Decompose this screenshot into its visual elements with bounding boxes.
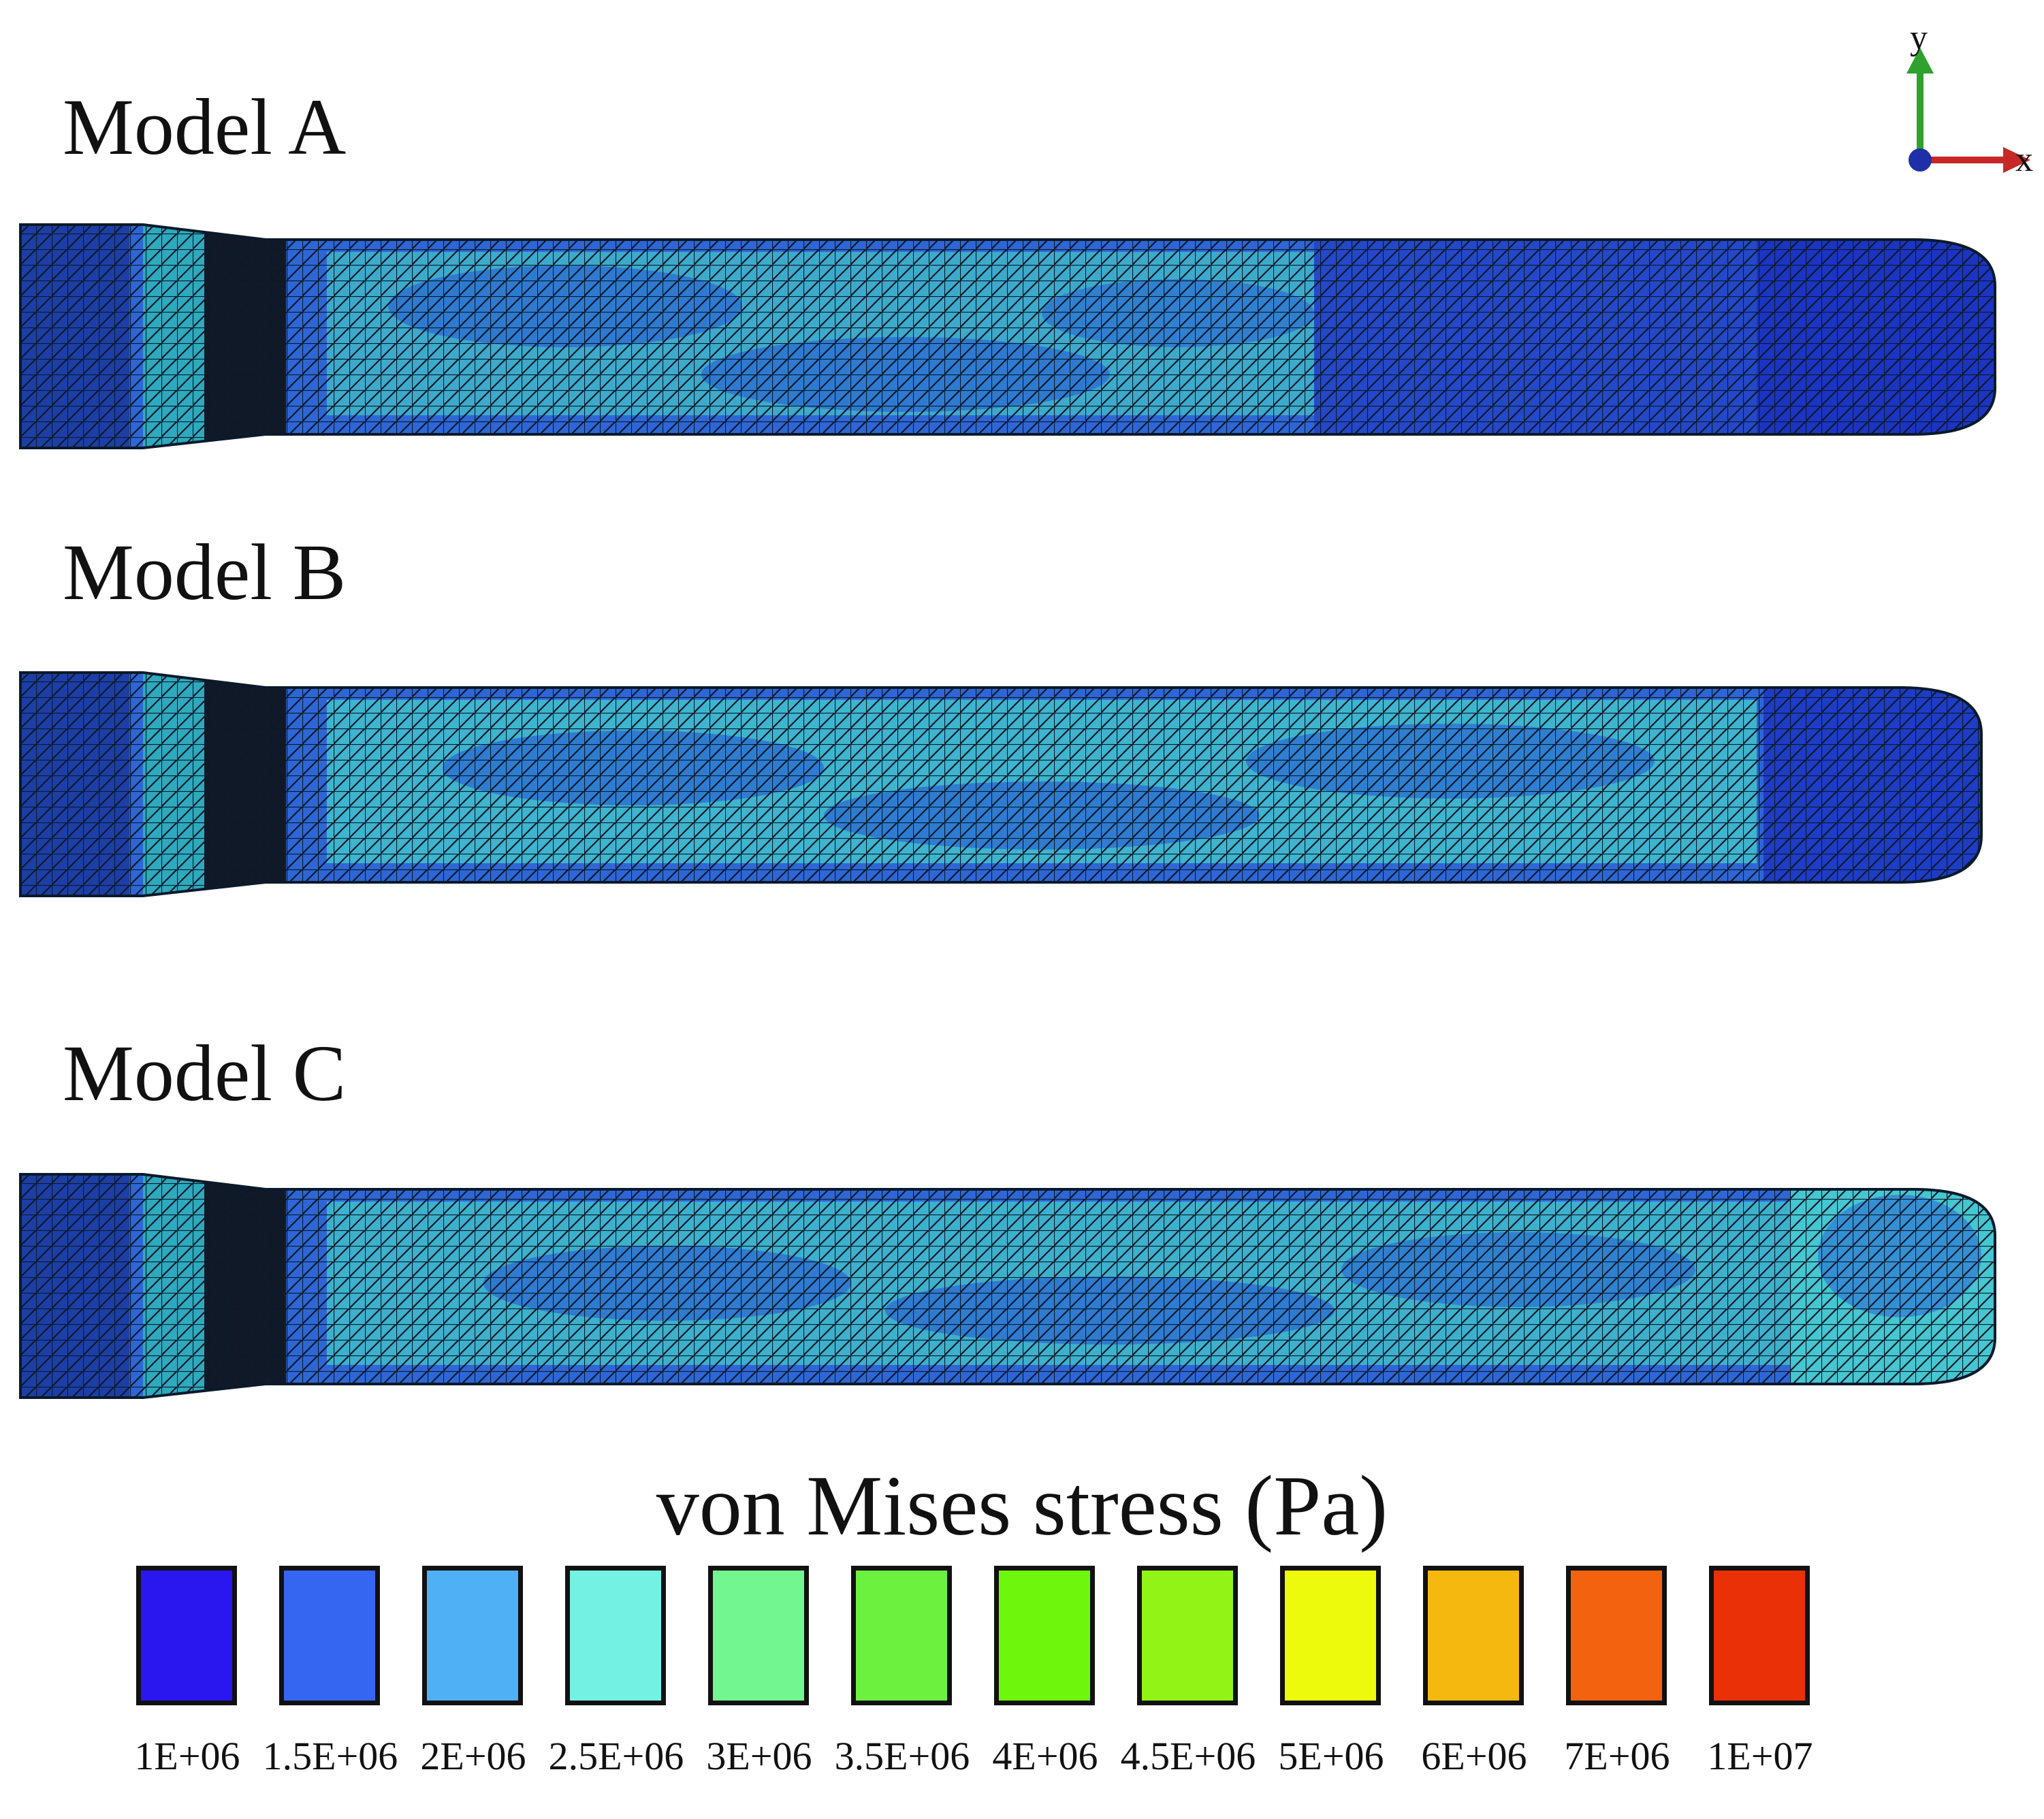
- legend: 1E+06 1.5E+06 2E+06 2.5E+06 3E+06 3.5E+06 4E+0…: [102, 1566, 1941, 1784]
- legend-label: 1E+07: [1707, 1734, 1813, 1778]
- legend-label: 4.5E+06: [1120, 1734, 1256, 1778]
- z-axis-marker: [1909, 148, 1932, 172]
- y-axis-arrow-head: [1906, 48, 1934, 74]
- x-axis-arrow-head: [2003, 147, 2030, 173]
- legend-swatch: [1566, 1566, 1667, 1705]
- legend-item: 2E+06: [388, 1566, 531, 1784]
- legend-swatch: [708, 1566, 809, 1705]
- legend-label: 7E+06: [1564, 1734, 1670, 1778]
- legend-swatch: [851, 1566, 952, 1705]
- y-axis-label: y: [1910, 18, 1928, 57]
- legend-swatch: [422, 1566, 523, 1705]
- legend-swatch: [994, 1566, 1095, 1705]
- axis-triad-graphic: [1906, 48, 2030, 173]
- legend-label: 2.5E+06: [548, 1734, 684, 1778]
- legend-title: von Mises stress (Pa): [656, 1459, 1388, 1554]
- x-axis-label: x: [2015, 140, 2033, 179]
- model-c-mesh: [19, 1173, 1996, 1399]
- legend-label: 1E+06: [134, 1734, 240, 1778]
- legend-item: 3E+06: [674, 1566, 817, 1784]
- legend-label: 3.5E+06: [834, 1734, 970, 1778]
- legend-item: 7E+06: [1532, 1566, 1675, 1784]
- legend-label: 1.5E+06: [262, 1734, 398, 1778]
- legend-item: 1E+06: [102, 1566, 245, 1784]
- legend-swatch: [1137, 1566, 1238, 1705]
- model-b-mesh: [19, 671, 1983, 897]
- legend-label: 6E+06: [1421, 1734, 1527, 1778]
- model-a-title: Model A: [63, 82, 347, 172]
- legend-item: 6E+06: [1389, 1566, 1532, 1784]
- legend-swatch: [1280, 1566, 1381, 1705]
- model-b-title: Model B: [63, 528, 347, 617]
- model-a-mesh: [19, 223, 1996, 449]
- legend-label: 5E+06: [1278, 1734, 1384, 1778]
- legend-swatch: [136, 1566, 237, 1705]
- legend-label: 4E+06: [992, 1734, 1098, 1778]
- legend-label: 3E+06: [706, 1734, 812, 1778]
- legend-item: 5E+06: [1246, 1566, 1389, 1784]
- model-c-title: Model C: [63, 1029, 347, 1118]
- legend-item: 3.5E+06: [817, 1566, 970, 1784]
- legend-item: 1.5E+06: [245, 1566, 398, 1784]
- legend-item: 2.5E+06: [531, 1566, 684, 1784]
- legend-swatch: [1709, 1566, 1810, 1705]
- legend-label: 2E+06: [420, 1734, 526, 1778]
- legend-item: 4.5E+06: [1103, 1566, 1256, 1784]
- legend-swatch: [1423, 1566, 1524, 1705]
- axis-triad: y x: [1886, 18, 2036, 191]
- legend-swatch: [565, 1566, 666, 1705]
- legend-item: 4E+06: [960, 1566, 1103, 1784]
- legend-item: 1E+07: [1675, 1566, 1818, 1784]
- legend-swatch: [279, 1566, 380, 1705]
